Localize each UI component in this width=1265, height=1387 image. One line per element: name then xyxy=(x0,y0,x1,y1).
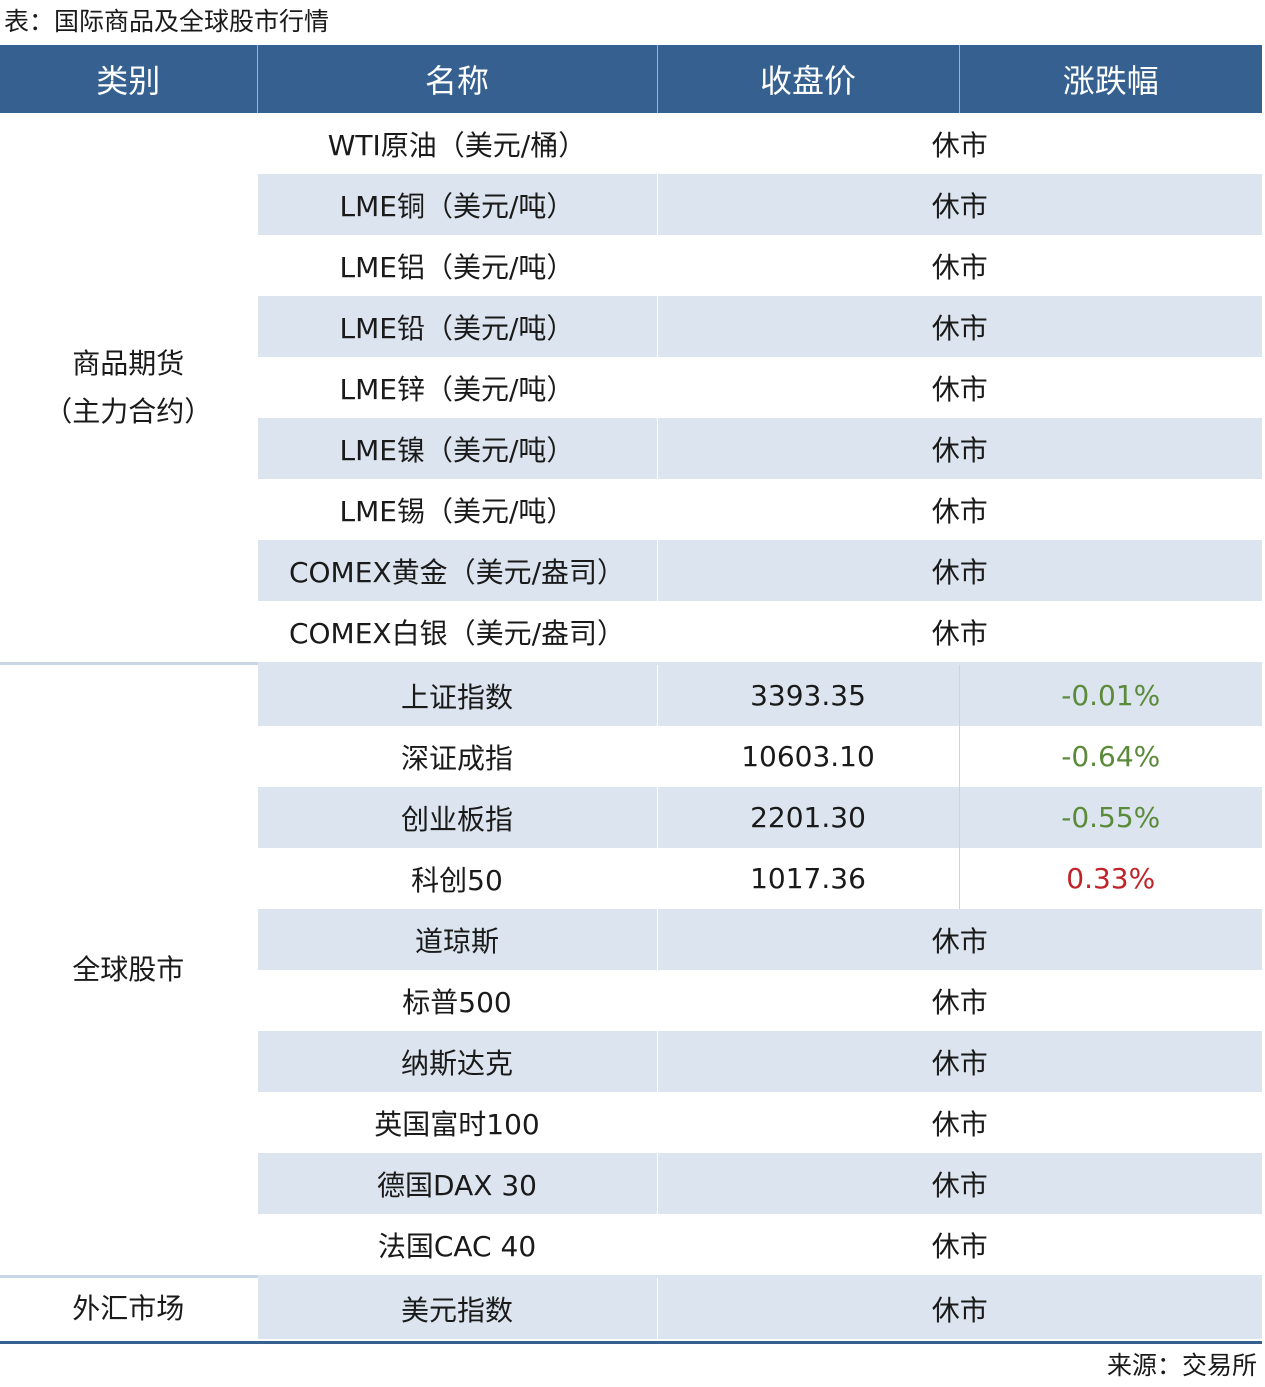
table-row: 德国DAX 30 休市 xyxy=(0,1153,1262,1214)
category-commodities: 商品期货 （主力合约） xyxy=(0,113,257,664)
row-name: 美元指数 xyxy=(256,1275,657,1339)
row-change: -0.64% xyxy=(958,726,1262,787)
row-name: LME铝（美元/吨） xyxy=(256,235,657,296)
row-close: 3393.35 xyxy=(656,662,959,726)
category-label: 外汇市场 xyxy=(72,1291,185,1325)
table-row: 标普500 休市 xyxy=(0,970,1262,1031)
row-name: 上证指数 xyxy=(256,662,657,726)
row-name: 标普500 xyxy=(256,970,657,1031)
header-row: 类别 名称 收盘价 涨跌幅 xyxy=(0,45,1262,113)
row-name: 科创50 xyxy=(256,848,657,909)
table-row: 英国富时100 休市 xyxy=(0,1092,1262,1153)
source-note: 来源：交易所 xyxy=(1106,1351,1257,1380)
row-status: 休市 xyxy=(656,909,1262,970)
table-row: LME镍（美元/吨） 休市 xyxy=(0,418,1262,479)
table-row: 深证成指 10603.10 -0.64% xyxy=(0,726,1262,787)
table-row: 商品期货 （主力合约） WTI原油（美元/桶） 休市 xyxy=(0,113,1262,664)
row-status: 休市 xyxy=(656,113,1262,174)
market-table: 类别 名称 收盘价 涨跌幅 商品期货 （主力合约） WTI原油（美元/桶） 休市… xyxy=(0,45,1262,1339)
row-name: 英国富时100 xyxy=(256,1092,657,1153)
row-name: COMEX黄金（美元/盎司） xyxy=(256,540,657,601)
table-row: LME锡（美元/吨） 休市 xyxy=(0,479,1262,540)
table-row: LME锌（美元/吨） 休市 xyxy=(0,357,1262,418)
row-change: -0.01% xyxy=(958,662,1262,726)
row-status: 休市 xyxy=(656,1031,1262,1092)
row-status: 休市 xyxy=(656,601,1262,664)
row-name: WTI原油（美元/桶） xyxy=(256,113,657,174)
row-status: 休市 xyxy=(656,235,1262,296)
row-status: 休市 xyxy=(656,1214,1262,1277)
table-row: 创业板指 2201.30 -0.55% xyxy=(0,787,1262,848)
row-name: LME锡（美元/吨） xyxy=(256,479,657,540)
row-status: 休市 xyxy=(656,1153,1262,1214)
row-change: 0.33% xyxy=(958,848,1262,909)
category-forex: 外汇市场 xyxy=(0,1275,257,1339)
row-status: 休市 xyxy=(656,479,1262,540)
table-row: 道琼斯 休市 xyxy=(0,909,1262,970)
category-sublabel: （主力合约） xyxy=(44,394,213,428)
table-row: 全球股市 上证指数 3393.35 -0.01% xyxy=(0,662,1262,1277)
row-status: 休市 xyxy=(656,174,1262,235)
row-name: LME铅（美元/吨） xyxy=(256,296,657,357)
row-close: 10603.10 xyxy=(656,726,959,787)
row-close: 1017.36 xyxy=(656,848,959,909)
table-row: 科创50 1017.36 0.33% xyxy=(0,848,1262,909)
table-caption: 表：国际商品及全球股市行情 xyxy=(4,7,330,36)
table-row: 外汇市场 美元指数 休市 xyxy=(0,1275,1262,1339)
row-status: 休市 xyxy=(656,296,1262,357)
row-name: 道琼斯 xyxy=(256,909,657,970)
row-name: LME铜（美元/吨） xyxy=(256,174,657,235)
header-change: 涨跌幅 xyxy=(958,45,1262,113)
row-name: 纳斯达克 xyxy=(256,1031,657,1092)
row-status: 休市 xyxy=(656,1275,1262,1339)
row-close: 2201.30 xyxy=(656,787,959,848)
row-name: 创业板指 xyxy=(256,787,657,848)
table-row: LME铝（美元/吨） 休市 xyxy=(0,235,1262,296)
table-row: COMEX白银（美元/盎司） 休市 xyxy=(0,601,1262,664)
row-name: 深证成指 xyxy=(256,726,657,787)
table-row: COMEX黄金（美元/盎司） 休市 xyxy=(0,540,1262,601)
table-row: LME铅（美元/吨） 休市 xyxy=(0,296,1262,357)
table-row: 纳斯达克 休市 xyxy=(0,1031,1262,1092)
category-global-stocks: 全球股市 xyxy=(0,662,257,1277)
row-status: 休市 xyxy=(656,540,1262,601)
category-label: 全球股市 xyxy=(72,953,185,986)
row-name: 法国CAC 40 xyxy=(256,1214,657,1277)
row-name: LME镍（美元/吨） xyxy=(256,418,657,479)
table-row: LME铜（美元/吨） 休市 xyxy=(0,174,1262,235)
row-name: COMEX白银（美元/盎司） xyxy=(256,601,657,664)
header-category: 类别 xyxy=(0,45,257,113)
row-name: LME锌（美元/吨） xyxy=(256,357,657,418)
table-bottom-rule xyxy=(0,1341,1262,1344)
header-close: 收盘价 xyxy=(656,45,959,113)
row-status: 休市 xyxy=(656,970,1262,1031)
category-label: 商品期货 xyxy=(72,346,185,380)
row-status: 休市 xyxy=(656,418,1262,479)
row-status: 休市 xyxy=(656,357,1262,418)
row-change: -0.55% xyxy=(958,787,1262,848)
row-name: 德国DAX 30 xyxy=(256,1153,657,1214)
header-name: 名称 xyxy=(256,45,657,113)
row-status: 休市 xyxy=(656,1092,1262,1153)
table-row: 法国CAC 40 休市 xyxy=(0,1214,1262,1277)
